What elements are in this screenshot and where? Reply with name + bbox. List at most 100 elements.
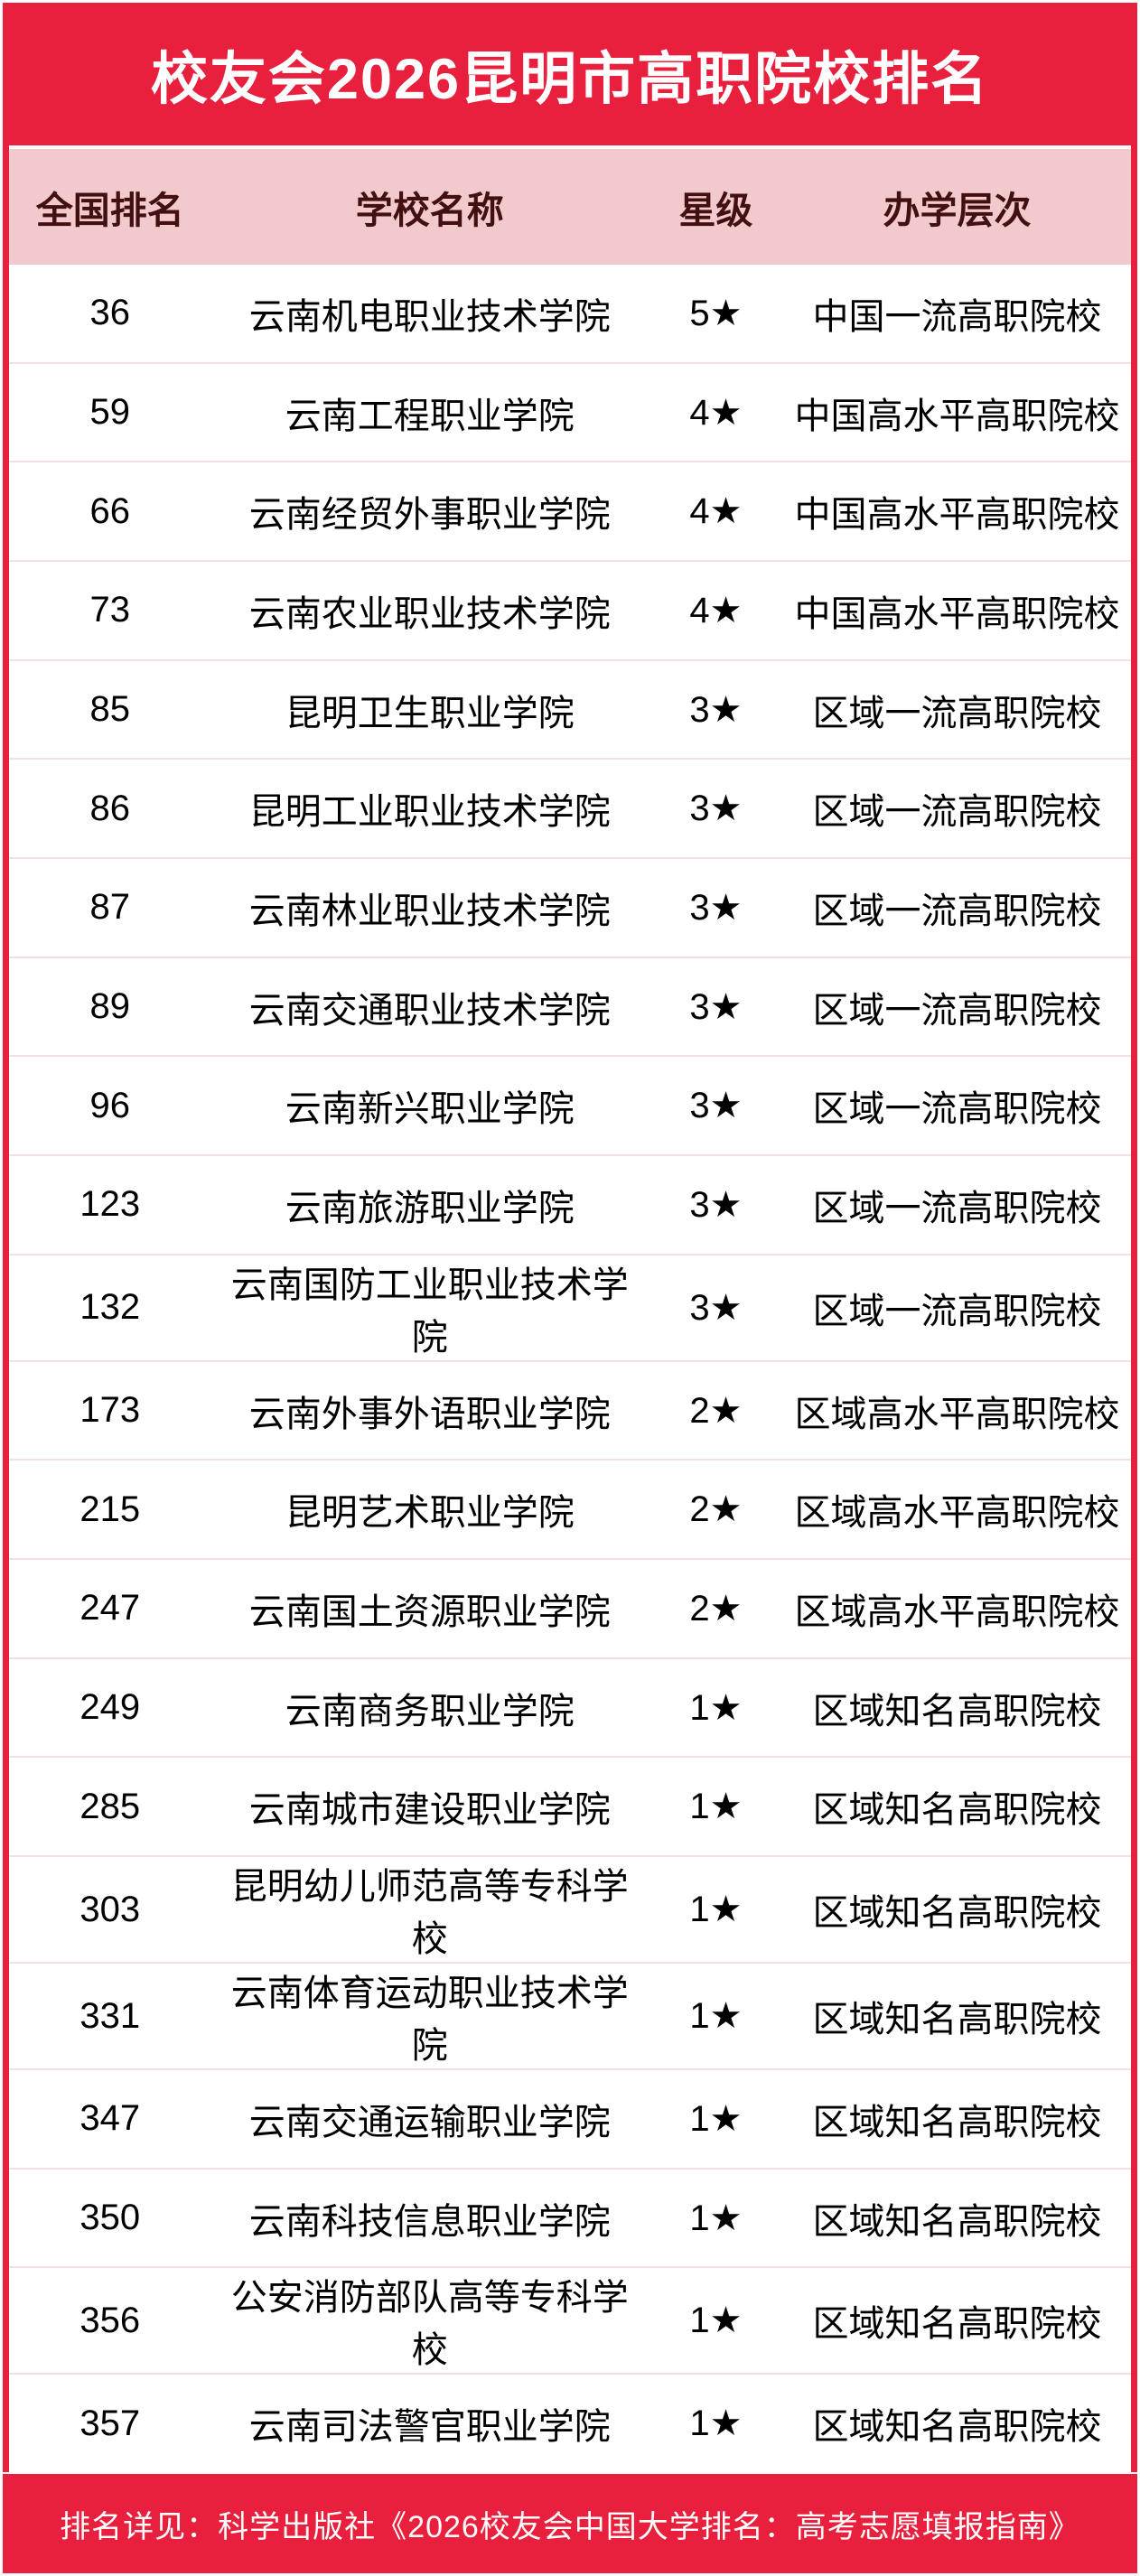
cell-rank: 249 [79,1687,141,1728]
footer-bar: 排名详见：科学出版社《2026校友会中国大学排名：高考志愿填报指南》 [3,2474,1137,2573]
table-row: 132 云南国防工业职业技术学院 3★ 区域一流高职院校 [9,1255,1131,1362]
cell-rank: 59 [89,392,131,432]
table-row: 173 云南外事外语职业学院 2★ 区域高水平高职院校 [9,1361,1131,1461]
cell-school-name: 昆明卫生职业学院 [285,693,575,733]
cell-level: 区域一流高职院校 [812,891,1102,931]
cell-rank: 73 [89,590,131,630]
table-row: 331 云南体育运动职业技术学院 1★ 区域知名高职院校 [9,1964,1131,2071]
header-cell-level: 办学层次 [883,190,1032,231]
title-bar: 校友会2026昆明市高职院校排名 [3,3,1137,145]
cell-rank: 123 [79,1184,141,1225]
cell-rank: 89 [89,986,131,1027]
ranking-rows: 36 云南机电职业技术学院 5★ 中国一流高职院校 59 云南工程职业学院 4★… [9,265,1131,2473]
table-row: 356 公安消防部队高等专科学校 1★ 区域知名高职院校 [9,2268,1131,2375]
cell-level: 区域知名高职院校 [812,1790,1102,1831]
cell-level: 区域一流高职院校 [812,1089,1102,1130]
cell-school-name: 云南林业职业技术学院 [248,891,611,931]
cell-star-rating: 2★ [689,1588,743,1629]
cell-star-rating: 1★ [689,2301,743,2341]
table-row: 96 云南新兴职业学院 3★ 区域一流高职院校 [9,1057,1131,1157]
cell-star-rating: 5★ [689,293,743,333]
cell-level: 中国高水平高职院校 [794,396,1120,436]
table-row: 85 昆明卫生职业学院 3★ 区域一流高职院校 [9,660,1131,761]
table-row: 347 云南交通运输职业学院 1★ 区域知名高职院校 [9,2070,1131,2170]
table-row: 350 云南科技信息职业学院 1★ 区域知名高职院校 [9,2169,1131,2269]
cell-school-name: 云南旅游职业学院 [285,1188,575,1228]
cell-rank: 86 [89,788,131,828]
table-row: 357 云南司法警官职业学院 1★ 区域知名高职院校 [9,2375,1131,2473]
cell-rank: 87 [89,887,131,928]
header-cell-name: 学校名称 [355,190,504,231]
cell-level: 区域一流高职院校 [812,1188,1102,1228]
table-row: 73 云南农业职业技术学院 4★ 中国高水平高职院校 [9,562,1131,661]
cell-rank: 132 [79,1287,141,1328]
cell-school-name: 昆明幼儿师范高等专科学校 [230,1867,629,1960]
cell-level: 区域高水平高职院校 [794,1591,1120,1632]
cell-rank: 303 [79,1889,141,1929]
cell-school-name: 云南外事外语职业学院 [248,1394,611,1434]
cell-school-name: 云南农业职业技术学院 [248,593,611,634]
cell-star-rating: 3★ [689,689,743,730]
cell-star-rating: 3★ [689,1287,743,1328]
table-row: 247 云南国土资源职业学院 2★ 区域高水平高职院校 [9,1560,1131,1659]
cell-rank: 357 [79,2403,141,2443]
table-row: 215 昆明艺术职业学院 2★ 区域高水平高职院校 [9,1461,1131,1561]
cell-star-rating: 1★ [689,1890,743,1930]
cell-school-name: 云南体育运动职业技术学院 [230,1974,629,2067]
cell-star-rating: 3★ [689,1184,743,1225]
cell-rank: 347 [79,2098,141,2139]
cell-star-rating: 1★ [689,2198,743,2238]
cell-level: 区域一流高职院校 [812,990,1102,1031]
cell-school-name: 云南交通职业技术学院 [248,990,611,1031]
cell-rank: 85 [89,689,131,730]
cell-rank: 356 [79,2300,141,2340]
cell-level: 中国高水平高职院校 [794,593,1120,634]
cell-school-name: 公安消防部队高等专科学校 [230,2278,629,2371]
cell-school-name: 昆明工业职业技术学院 [248,792,611,833]
cell-level: 区域一流高职院校 [812,792,1102,833]
cell-level: 区域知名高职院校 [812,2201,1102,2242]
cell-level: 中国一流高职院校 [812,296,1102,337]
cell-rank: 331 [79,1995,141,2036]
cell-rank: 36 [89,293,131,333]
cell-level: 中国高水平高职院校 [794,495,1120,536]
cell-school-name: 云南经贸外事职业学院 [248,495,611,536]
table-row: 249 云南商务职业学院 1★ 区域知名高职院校 [9,1658,1131,1759]
cell-star-rating: 4★ [689,491,743,532]
cell-rank: 66 [89,490,131,531]
cell-star-rating: 1★ [689,1687,743,1728]
cell-rank: 173 [79,1390,141,1431]
cell-level: 区域一流高职院校 [812,693,1102,733]
cell-school-name: 云南国土资源职业学院 [248,1591,611,1632]
cell-level: 区域知名高职院校 [812,2304,1102,2345]
table-row: 86 昆明工业职业技术学院 3★ 区域一流高职院校 [9,760,1131,860]
page-title: 校友会2026昆明市高职院校排名 [150,47,990,111]
header-cell-star: 星级 [678,190,753,231]
cell-star-rating: 1★ [689,1996,743,2037]
cell-rank: 247 [79,1588,141,1629]
cell-school-name: 云南科技信息职业学院 [248,2201,611,2242]
cell-star-rating: 2★ [689,1489,743,1530]
footer-note: 排名详见：科学出版社《2026校友会中国大学排名：高考志愿填报指南》 [60,2509,1080,2544]
cell-star-rating: 3★ [689,986,743,1027]
cell-star-rating: 4★ [689,590,743,630]
table-row: 123 云南旅游职业学院 3★ 区域一流高职院校 [9,1156,1131,1255]
cell-level: 区域知名高职院校 [812,1691,1102,1731]
cell-school-name: 云南新兴职业学院 [285,1089,575,1130]
cell-star-rating: 3★ [689,789,743,829]
cell-school-name: 云南工程职业学院 [285,396,575,436]
cell-level: 区域高水平高职院校 [794,1394,1120,1434]
cell-rank: 350 [79,2198,141,2238]
cell-level: 区域知名高职院校 [812,1893,1102,1934]
cell-level: 区域知名高职院校 [812,2000,1102,2040]
table-row: 66 云南经贸外事职业学院 4★ 中国高水平高职院校 [9,462,1131,563]
cell-star-rating: 1★ [689,2403,743,2444]
table-row: 285 云南城市建设职业学院 1★ 区域知名高职院校 [9,1758,1131,1858]
ranking-table: 全国排名 学校名称 星级 办学层次 36 云南机电职业技术学院 5★ 中国一流高… [3,145,1137,2473]
cell-school-name: 云南机电职业技术学院 [248,296,611,337]
cell-rank: 215 [79,1489,141,1529]
table-row: 87 云南林业职业技术学院 3★ 区域一流高职院校 [9,859,1131,958]
cell-level: 区域知名高职院校 [812,2102,1102,2142]
table-row: 36 云南机电职业技术学院 5★ 中国一流高职院校 [9,265,1131,364]
